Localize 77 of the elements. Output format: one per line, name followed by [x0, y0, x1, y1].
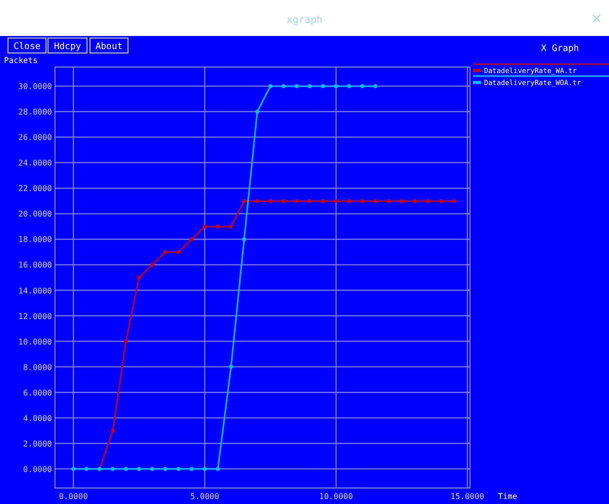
point	[202, 466, 207, 471]
y-tick-label: 30.0000	[18, 82, 52, 92]
point	[163, 250, 168, 254]
point	[202, 224, 207, 228]
point	[373, 198, 378, 203]
point	[334, 198, 338, 203]
point	[255, 198, 260, 203]
point	[137, 276, 142, 280]
point	[176, 250, 180, 254]
point	[360, 84, 364, 88]
text: xgraph	[286, 15, 323, 26]
x-tick-label: 0.0000	[58, 492, 88, 501]
point	[386, 198, 391, 203]
y-tick-label: 4.0000	[23, 414, 52, 423]
point	[150, 466, 154, 471]
y-tick-label: 10.0000	[18, 337, 52, 346]
y-tick-label: 20.0000	[18, 210, 52, 219]
point	[216, 466, 220, 471]
point	[360, 198, 364, 203]
point	[124, 339, 128, 344]
point	[163, 466, 168, 471]
text: X Graph	[541, 44, 579, 54]
point	[373, 84, 378, 88]
y-tick-label: 6.0000	[23, 388, 52, 398]
point	[216, 224, 220, 228]
x-tick-label: 5.0000	[190, 492, 220, 501]
point	[150, 262, 154, 267]
y-tick-label: 8.0000	[23, 362, 52, 372]
point	[308, 84, 312, 88]
text: Close	[13, 42, 41, 52]
point	[347, 198, 352, 203]
point	[294, 198, 299, 203]
point	[124, 466, 128, 471]
x-tick-label: 10.0000	[319, 492, 354, 501]
point	[190, 237, 194, 242]
point	[228, 224, 233, 228]
point	[320, 198, 325, 203]
y-tick-label: 0.0000	[23, 464, 52, 474]
point	[84, 466, 89, 471]
point	[334, 84, 338, 88]
point	[110, 428, 115, 433]
y-tick-label: 14.0000	[18, 286, 52, 296]
point	[190, 466, 194, 471]
point	[110, 466, 115, 471]
y-tick-label: 24.0000	[18, 158, 52, 168]
y-tick-label: 16.0000	[18, 260, 52, 270]
text: About	[95, 42, 123, 52]
point	[282, 84, 286, 88]
y-tick-label: 26.0000	[18, 133, 52, 142]
point	[228, 364, 233, 369]
point	[242, 198, 246, 203]
point	[400, 198, 404, 203]
point	[71, 466, 76, 471]
point	[242, 237, 246, 242]
point	[439, 198, 444, 203]
point	[452, 198, 456, 203]
point	[294, 84, 299, 88]
point	[320, 84, 325, 88]
point	[137, 466, 142, 471]
x-axis-title: Time	[498, 492, 518, 501]
point	[308, 198, 312, 203]
y-tick-label: 2.0000	[23, 439, 52, 448]
point	[176, 466, 180, 471]
point	[282, 198, 286, 203]
point	[255, 110, 260, 114]
point	[268, 198, 272, 203]
text: Hdcpy	[54, 42, 82, 52]
y-axis-title: Packets	[4, 56, 38, 65]
y-tick-label: 22.0000	[18, 184, 52, 194]
point	[412, 198, 417, 203]
y-tick-label: 18.0000	[18, 235, 52, 244]
point	[268, 84, 272, 88]
x-tick-label: 15.0000	[450, 492, 484, 501]
point	[426, 198, 430, 203]
y-tick-label: 28.0000	[18, 108, 52, 117]
y-tick-label: 12.0000	[18, 312, 52, 321]
point	[347, 84, 352, 88]
